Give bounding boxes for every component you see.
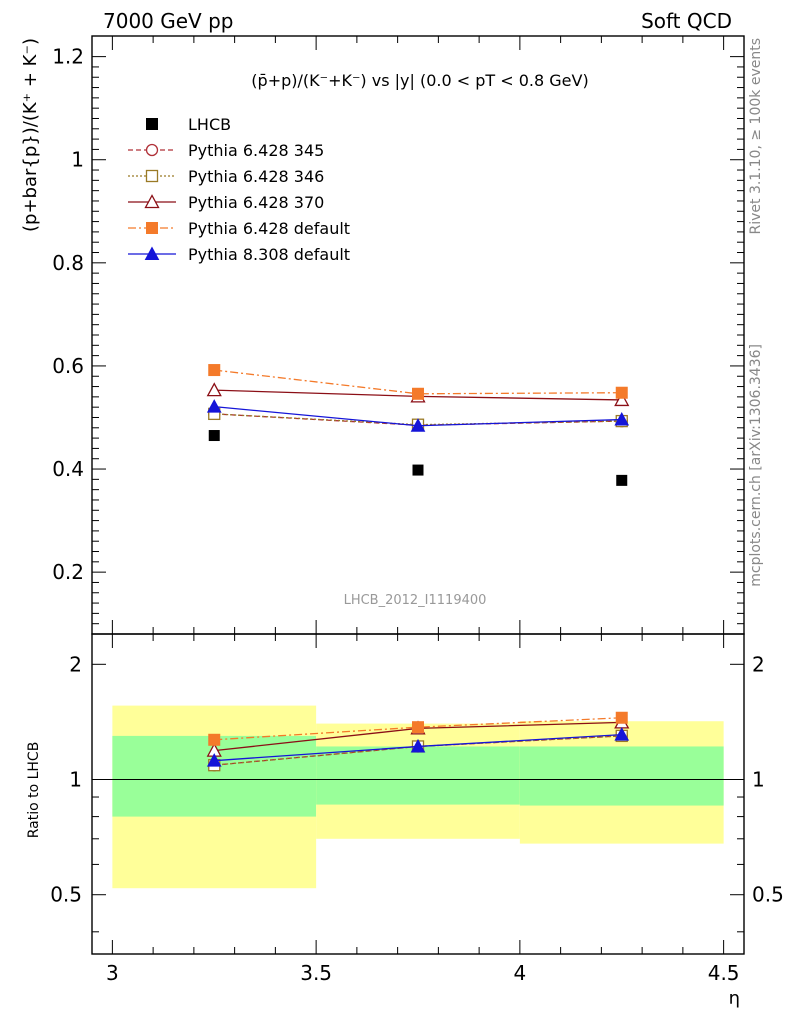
ratio-y-tick-label: 1 [69,768,82,792]
x-tick-label: 3 [106,961,119,985]
y-tick-label: 1 [71,148,84,172]
y-tick-label: 1.2 [52,45,84,69]
legend: LHCB Pythia 6.428 345 Pythia 6.428 346 Pyth… [128,115,350,264]
series-point [206,399,222,413]
header-left: 7000 GeV pp [103,9,234,33]
ratio-series-point [206,753,222,767]
main-panel: 0.2 0.4 0.6 0.8 1 1.2 3 3.5 4 4.5 (p̄+p)/(K⁻+K⁻) … [20,35,745,985]
ratio-plot-frame [91,633,745,955]
ratio-y-axis-label: Ratio to LHCB [26,742,42,839]
y-tick-label: 0.8 [52,251,84,275]
legend-marker [144,246,160,260]
ratio-series-point [208,733,221,746]
data-point [616,474,628,486]
ratio-band-inner [519,746,724,806]
series-point [412,387,424,400]
y-tick-label: 0.6 [52,354,84,378]
ratio-y-tick-label: 0.5 [752,883,784,907]
ratio-series-point [410,738,426,753]
legend-marker [145,169,159,183]
y-tick-label: 0.2 [52,560,84,584]
rivet-label: Rivet 3.1.10, ≥ 100k events [748,38,764,235]
x-axis-label: η [729,988,740,1009]
ratio-series-point [615,711,628,724]
x-tick-label: 3.5 [300,961,332,985]
y-tick-label: 0.4 [52,457,84,481]
x-tick-label: 4 [514,961,527,985]
series-line [214,369,622,395]
legend-label: Pythia 6.428 345 [188,141,324,160]
legend-label: Pythia 6.428 346 [188,167,324,186]
series-point [615,386,628,399]
series-point [614,411,630,426]
legend-marker [144,194,160,209]
ratio-y-tick-label: 1 [752,768,765,792]
ratio-series-point [412,721,424,734]
legend-marker [146,118,158,130]
ratio-y-tick-label: 2 [69,652,82,676]
data-point [208,430,220,442]
mcplots-label: mcplots.cern.ch [arXiv:1306.3436] [748,344,764,587]
ratio-y-tick-label: 0.5 [50,883,82,907]
x-tick-label: 4.5 [708,961,740,985]
series-point [206,382,222,397]
analysis-tag: LHCB_2012_I1119400 [344,593,487,608]
data-point [412,464,424,476]
legend-label: LHCB [188,115,231,134]
ratio-panel: 0.5 0.5 1 1 2 2 Ratio to LHCB η [26,633,784,1009]
series-point [208,364,221,377]
legend-marker [145,143,159,157]
y-axis-label: (p+bar{p})/(K⁺ + K⁻) [20,38,41,232]
series-point [614,392,630,407]
header-right: Soft QCD [641,9,732,33]
plot-title: (p̄+p)/(K⁻+K⁻) vs |y| (0.0 < pT < 0.8 Ge… [251,71,588,90]
legend-label: Pythia 6.428 default [188,219,350,238]
series-point [410,418,426,432]
legend-label: Pythia 8.308 default [188,245,350,264]
ratio-band-inner [316,746,520,805]
legend-label: Pythia 6.428 370 [188,193,324,212]
ratio-y-tick-label: 2 [752,652,765,676]
ratio-series-point [614,727,630,741]
legend-marker [146,222,158,234]
